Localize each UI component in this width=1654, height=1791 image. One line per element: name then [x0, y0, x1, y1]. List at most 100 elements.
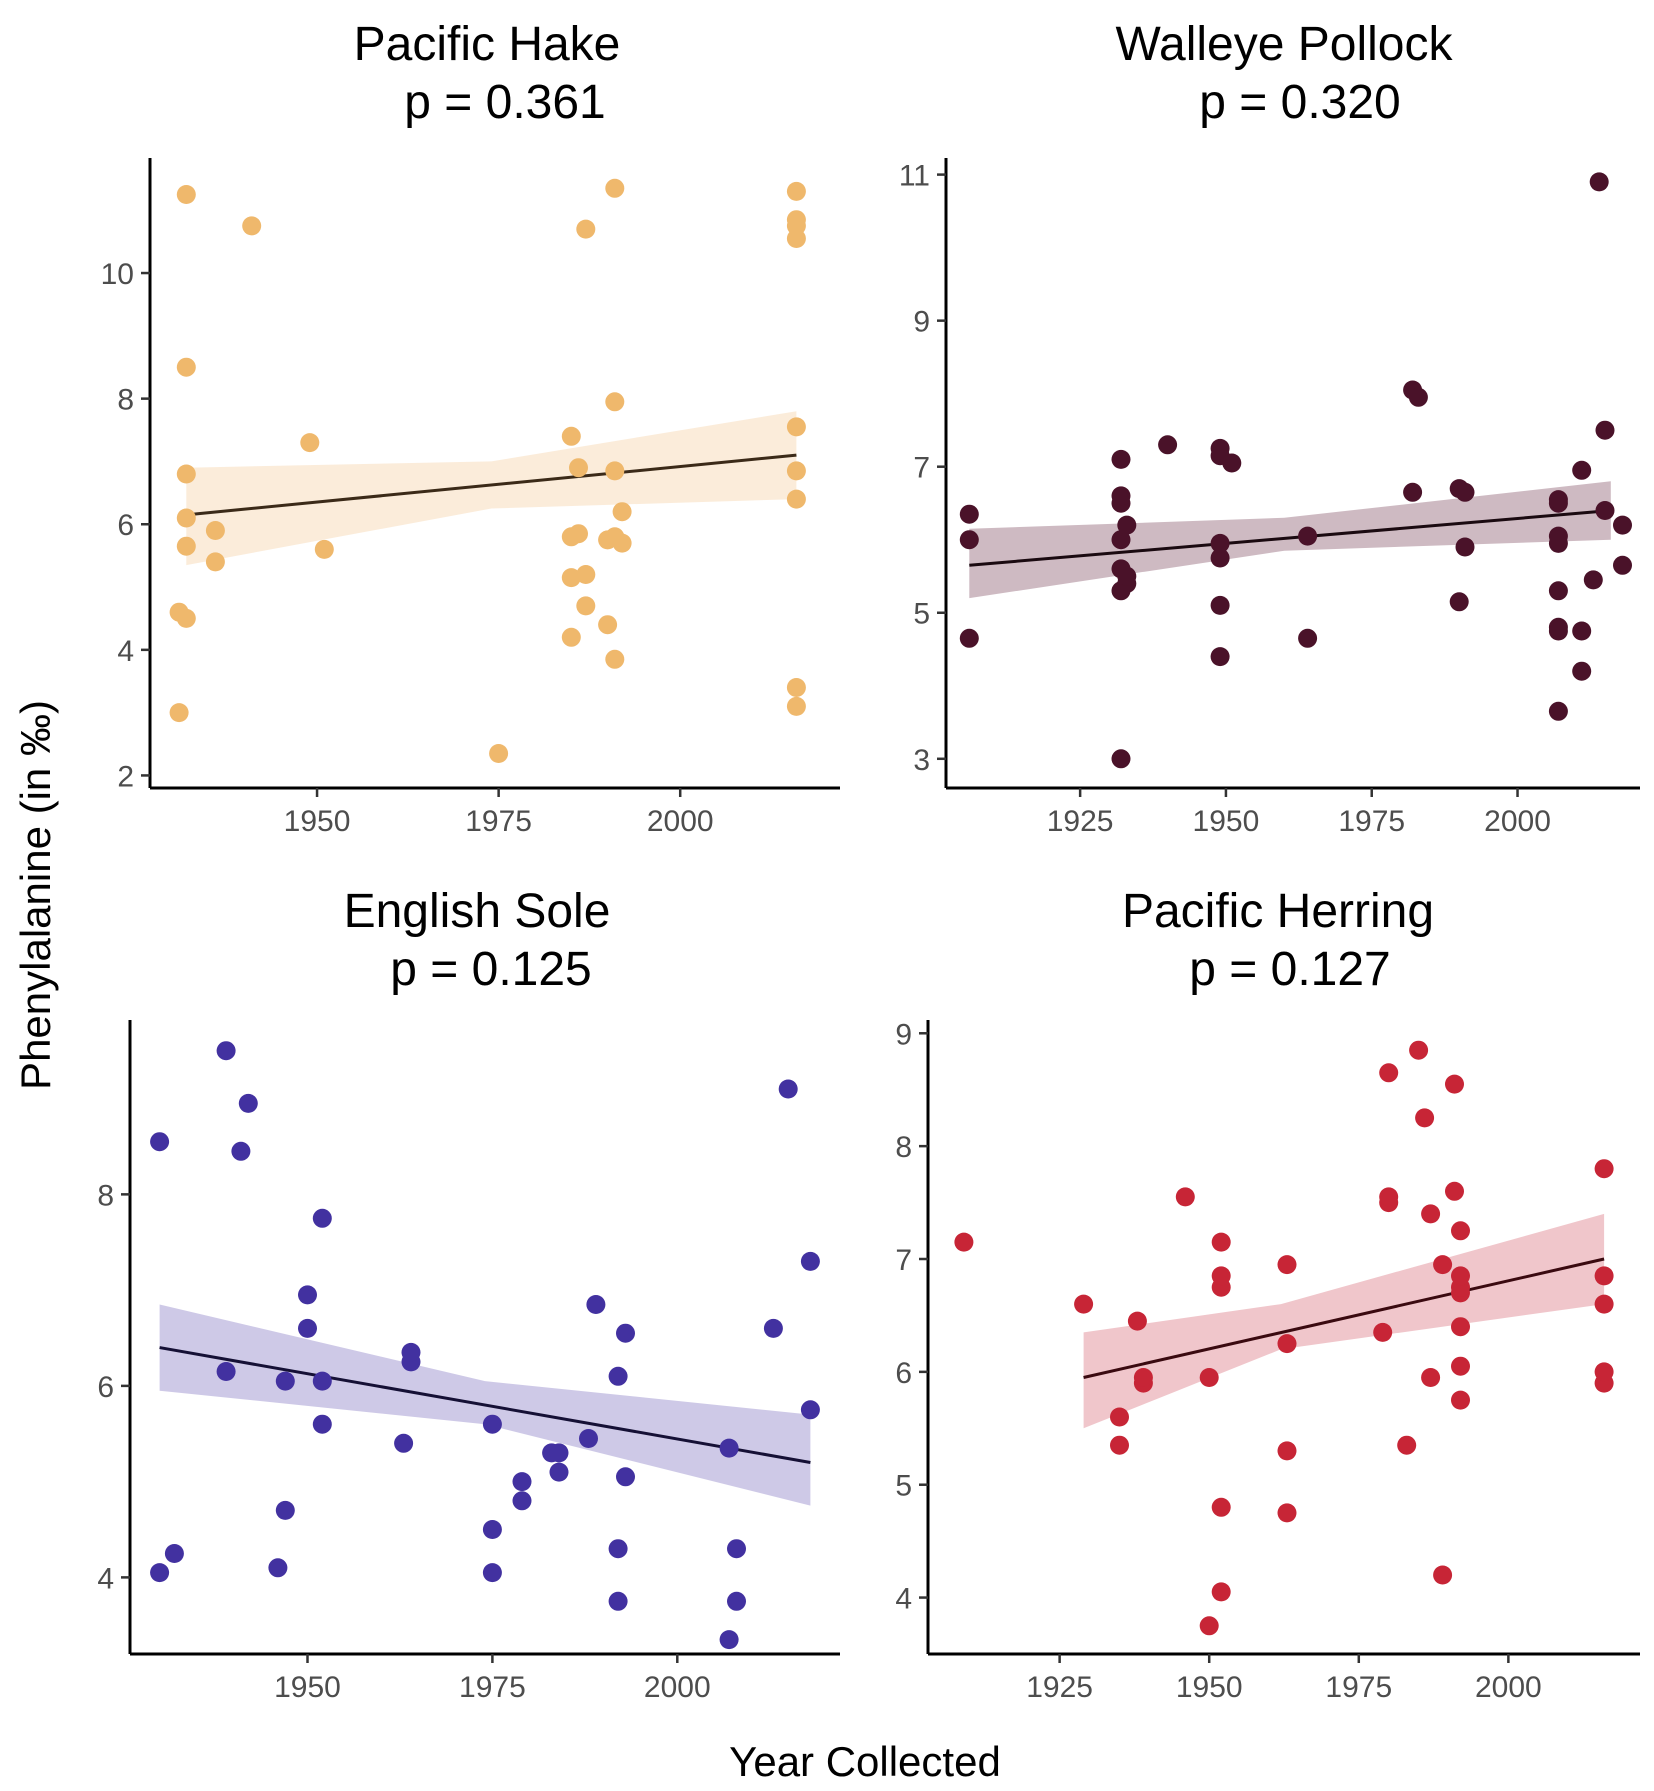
y-tick-label: 4 [117, 635, 134, 668]
data-point [1277, 1503, 1297, 1523]
data-point [1133, 1368, 1153, 1387]
panel-pacific-herring: Pacific Herring p = 0.127 1925 1950 1975 20… [895, 885, 1640, 1704]
data-point [216, 1362, 236, 1381]
data-point [1455, 482, 1475, 502]
data-point [727, 1539, 746, 1559]
y-tick-label: 9 [895, 1018, 912, 1051]
data-point [298, 1318, 317, 1338]
data-point [1548, 490, 1568, 510]
data-point [1111, 749, 1131, 769]
data-point [786, 181, 806, 201]
panel-pacific-hake: Pacific Hake p = 0.361 1950 1975 200024681… [101, 18, 840, 838]
data-point [959, 628, 979, 648]
y-tick-label: 5 [895, 1470, 912, 1503]
data-point [561, 568, 581, 588]
data-point [605, 461, 625, 481]
data-point [959, 504, 979, 524]
data-point [959, 530, 979, 550]
data-point [1433, 1255, 1453, 1275]
data-point [176, 508, 196, 528]
y-tick-label: 6 [895, 1357, 912, 1390]
data-point [1445, 1181, 1464, 1201]
data-point [482, 1520, 502, 1539]
data-point [1408, 387, 1428, 407]
panel-pvalue-pacific-herring: p = 0.127 [1189, 943, 1391, 996]
data-point [1397, 1435, 1417, 1455]
data-point [616, 1467, 635, 1487]
x-tick-label: 1925 [1026, 1671, 1093, 1704]
data-point [275, 1500, 295, 1520]
data-point [216, 1041, 236, 1061]
data-point [1421, 1204, 1441, 1224]
data-point [1594, 1159, 1614, 1179]
data-point [1298, 628, 1318, 648]
data-point [1548, 617, 1568, 637]
data-point [150, 1132, 170, 1152]
data-point [612, 502, 632, 522]
data-point [169, 703, 189, 723]
data-point [1433, 1565, 1453, 1585]
data-point [1111, 530, 1131, 550]
data-point [394, 1433, 414, 1453]
data-point [561, 627, 581, 647]
data-point [1403, 482, 1423, 502]
x-tick-label: 1950 [1193, 805, 1260, 838]
data-point [1211, 1497, 1231, 1517]
y-tick-label: 2 [117, 760, 134, 793]
x-tick-label: 1975 [465, 805, 532, 838]
data-point [786, 417, 806, 437]
x-tick-label: 1950 [1176, 1671, 1243, 1704]
data-point [586, 1295, 606, 1314]
data-point [1277, 1441, 1297, 1461]
data-point [1110, 1435, 1129, 1455]
data-point [1074, 1294, 1094, 1314]
data-point [549, 1462, 569, 1482]
data-point [800, 1400, 820, 1420]
data-point [1451, 1317, 1470, 1337]
data-point [482, 1563, 502, 1583]
x-tick-label: 1975 [1325, 1671, 1392, 1704]
data-point [561, 426, 581, 446]
trend-line [159, 1346, 811, 1464]
data-point [231, 1141, 251, 1161]
data-point [512, 1472, 532, 1492]
panel-pvalue-pacific-hake: p = 0.361 [404, 76, 606, 129]
data-point [954, 1232, 974, 1252]
y-axis-title: Phenylalanine (in ‰) [12, 700, 59, 1090]
data-point [1199, 1616, 1219, 1636]
data-point [1210, 647, 1230, 667]
data-point [763, 1318, 783, 1338]
data-point [1451, 1356, 1470, 1376]
x-tick-label: 2000 [644, 1671, 711, 1704]
data-point [1210, 548, 1230, 568]
data-point [401, 1342, 421, 1362]
data-point [608, 1366, 628, 1386]
y-tick-label: 11 [899, 160, 930, 193]
trend-line [969, 509, 1611, 567]
x-axis-title: Year Collected [729, 1738, 1001, 1785]
trend-line [1083, 1257, 1605, 1379]
panel-walleye-pollock: Walleye Pollock p = 0.320 1925 1950 1975 20… [899, 18, 1640, 838]
data-point [314, 539, 334, 559]
data-point [549, 1443, 569, 1463]
y-tick-label: 8 [117, 384, 134, 417]
data-point [612, 533, 632, 553]
data-point [1199, 1368, 1219, 1387]
data-point [300, 433, 320, 453]
data-point [778, 1079, 798, 1099]
data-point [1595, 501, 1615, 520]
data-point [1451, 1221, 1470, 1241]
data-point [1298, 526, 1318, 546]
data-point [719, 1438, 739, 1458]
data-point [205, 521, 225, 540]
y-tick-label: 4 [97, 1562, 114, 1595]
data-point [576, 565, 596, 584]
data-point [312, 1371, 332, 1391]
data-point [1175, 1187, 1195, 1207]
data-point [312, 1414, 332, 1434]
data-point [719, 1630, 739, 1650]
data-point [176, 536, 196, 556]
y-tick-label: 3 [913, 744, 930, 777]
data-point [1415, 1108, 1435, 1128]
data-point [1589, 172, 1609, 192]
